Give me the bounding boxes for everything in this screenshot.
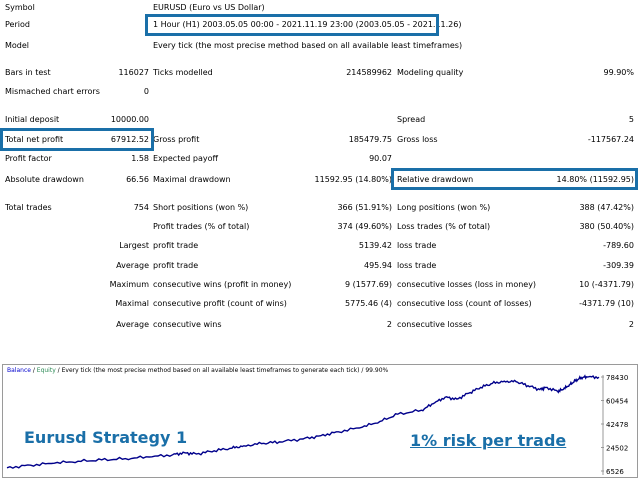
average-consecutive-wins-value: 2 <box>386 320 392 329</box>
y-tick-label: 24502 <box>606 445 628 453</box>
relative-drawdown-highlight-box <box>391 168 638 190</box>
risk-note-overlay: 1% risk per trade <box>410 431 567 450</box>
absolute-drawdown-label: Absolute drawdown <box>5 175 84 184</box>
average-consecutive-wins-label: consecutive wins <box>153 320 222 329</box>
largest-profit-trade-value: 5139.42 <box>358 241 392 250</box>
chart-plot: 78430 60454 42478 24502 6526 <box>6 374 629 476</box>
profit-trades-value: 374 (49.60%) <box>337 222 392 231</box>
gross-loss-value: -117567.24 <box>587 135 634 144</box>
maximal-label: Maximal <box>115 299 149 308</box>
largest-loss-trade-value: -789.60 <box>603 241 634 250</box>
ticks-label: Ticks modelled <box>153 68 213 77</box>
average-loss-trade-value: -309.39 <box>603 261 634 270</box>
net-profit-highlight-box <box>0 128 154 151</box>
bars-label: Bars in test <box>5 68 51 77</box>
period-value: 1 Hour (H1) 2003.05.05 00:00 - 2021.11.1… <box>153 20 462 29</box>
short-positions-value: 366 (51.91%) <box>337 203 392 212</box>
strategy-title-overlay: Eurusd Strategy 1 <box>24 428 188 447</box>
y-tick-label: 78430 <box>606 374 628 382</box>
absolute-drawdown-value: 66.56 <box>126 175 149 184</box>
maximal-drawdown-label: Maximal drawdown <box>153 175 231 184</box>
model-value: Every tick (the most precise method base… <box>153 41 463 50</box>
long-positions-value: 388 (47.42%) <box>579 203 634 212</box>
expected-payoff-value: 90.07 <box>369 154 392 163</box>
bars-value: 116027 <box>118 68 149 77</box>
model-label: Model <box>5 41 30 50</box>
gross-profit-label: Gross profit <box>153 135 200 144</box>
net-profit-label: Total net profit <box>5 135 64 144</box>
net-profit-value: 67912.52 <box>110 135 149 144</box>
balance-series-line <box>6 374 600 469</box>
average-loss-trade-label: loss trade <box>397 261 437 270</box>
long-positions-label: Long positions (won %) <box>397 203 491 212</box>
max-consecutive-wins-label: consecutive wins (profit in money) <box>153 280 292 289</box>
quality-label: Modeling quality <box>397 68 464 77</box>
loss-trades-value: 380 (50.40%) <box>579 222 634 231</box>
chart-header: Balance / Equity / Every tick (the most … <box>7 367 388 375</box>
expected-payoff-label: Expected payoff <box>153 154 218 163</box>
mismatch-label: Mismached chart errors <box>5 87 100 96</box>
loss-trades-label: Loss trades (% of total) <box>397 222 491 231</box>
largest-loss-trade-label: loss trade <box>397 241 437 250</box>
profit-trades-label: Profit trades (% of total) <box>153 222 250 231</box>
deposit-value: 10000.00 <box>110 115 149 124</box>
gross-loss-label: Gross loss <box>397 135 438 144</box>
mismatch-value: 0 <box>143 87 149 96</box>
y-tick-label: 6526 <box>606 468 624 476</box>
gross-profit-value: 185479.75 <box>348 135 392 144</box>
spread-value: 5 <box>628 115 634 124</box>
maximal-consecutive-loss-value: -4371.79 (10) <box>579 299 634 308</box>
total-trades-value: 754 <box>133 203 149 212</box>
short-positions-label: Short positions (won %) <box>153 203 249 212</box>
average-consecutive-losses-value: 2 <box>628 320 634 329</box>
average-profit-trade-label: profit trade <box>153 261 199 270</box>
max-consecutive-losses-value: 10 (-4371.79) <box>579 280 634 289</box>
quality-value: 99.90% <box>603 68 634 77</box>
maximal-consecutive-loss-label: consecutive loss (count of losses) <box>397 299 532 308</box>
y-tick-label: 60454 <box>606 398 629 406</box>
deposit-label: Initial deposit <box>5 115 60 124</box>
max-consecutive-wins-value: 9 (1577.69) <box>345 280 392 289</box>
maximal-consecutive-profit-value: 5775.46 (4) <box>345 299 392 308</box>
maximal-consecutive-profit-label: consecutive profit (count of wins) <box>153 299 287 308</box>
balance-chart: Balance / Equity / Every tick (the most … <box>2 364 638 478</box>
symbol-value: EURUSD (Euro vs US Dollar) <box>153 3 265 12</box>
maximal-drawdown-value: 11592.95 (14.80%) <box>314 175 392 184</box>
chart-header-sep: / <box>30 367 37 374</box>
period-highlight-box <box>145 14 439 36</box>
total-trades-label: Total trades <box>5 203 52 212</box>
relative-drawdown-label: Relative drawdown <box>397 175 474 184</box>
profit-factor-value: 1.58 <box>131 154 149 163</box>
profit-factor-label: Profit factor <box>5 154 52 163</box>
chart-header-rest: / Every tick (the most precise method ba… <box>55 367 389 374</box>
average-label: Average <box>116 261 149 270</box>
average-consecutive-losses-label: consecutive losses <box>397 320 473 329</box>
average-consecutive-label: Average <box>116 320 149 329</box>
period-label: Period <box>5 20 30 29</box>
spread-label: Spread <box>397 115 426 124</box>
chart-header-equity: Equity <box>36 367 56 374</box>
average-profit-trade-value: 495.94 <box>364 261 392 270</box>
largest-profit-trade-label: profit trade <box>153 241 199 250</box>
max-consecutive-losses-label: consecutive losses (loss in money) <box>397 280 537 289</box>
chart-header-balance: Balance <box>7 367 31 374</box>
y-tick-label: 42478 <box>606 421 628 429</box>
symbol-label: Symbol <box>5 3 35 12</box>
largest-label: Largest <box>119 241 149 250</box>
maximum-label: Maximum <box>109 280 149 289</box>
relative-drawdown-value: 14.80% (11592.95) <box>556 175 634 184</box>
ticks-value: 214589962 <box>346 68 392 77</box>
